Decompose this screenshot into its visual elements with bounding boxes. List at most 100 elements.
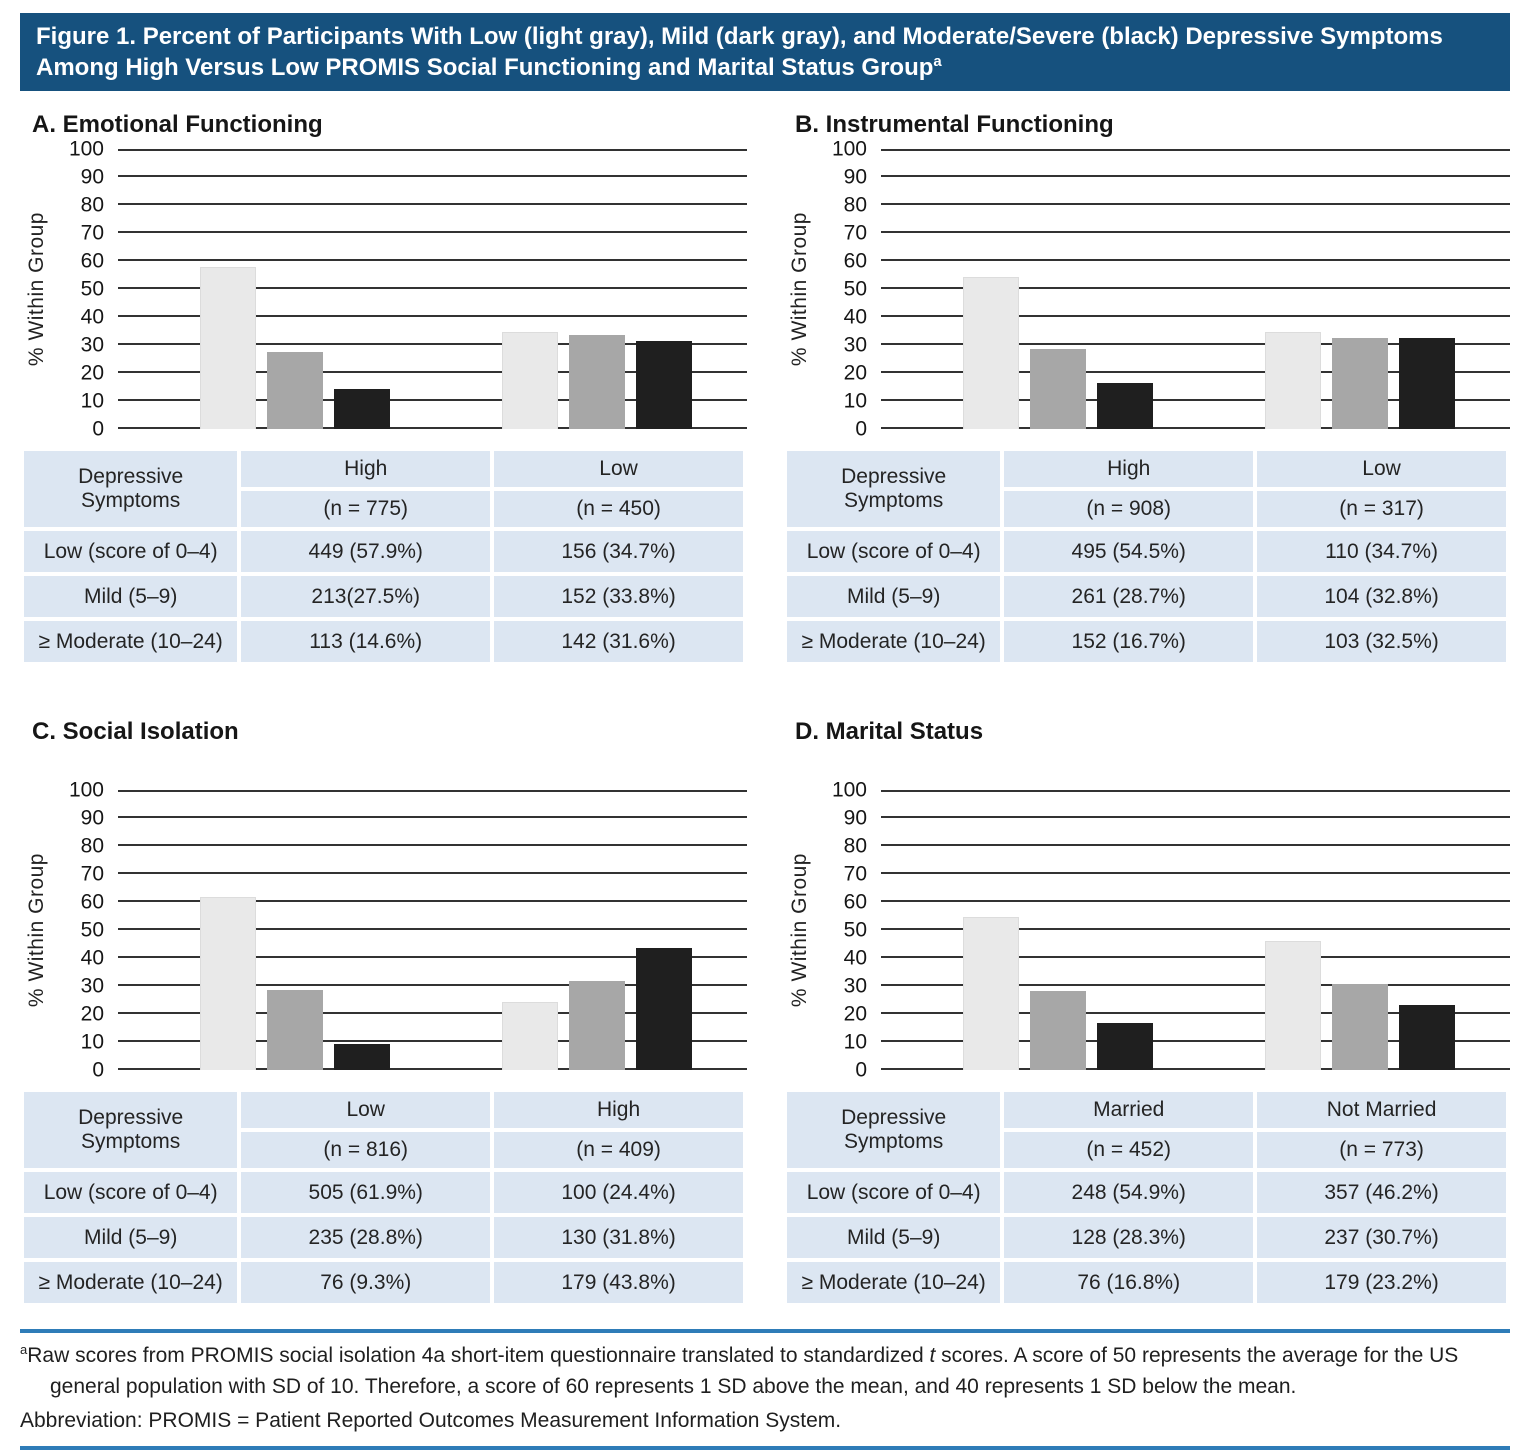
gridline — [881, 928, 1510, 931]
bar-low-symptoms — [1264, 332, 1321, 430]
y-tick-label: 90 — [843, 165, 867, 189]
y-tick-label: 20 — [80, 1002, 104, 1026]
cell-value: 103 (32.5%) — [1257, 621, 1506, 663]
table-row: Low (score of 0–4) 505 (61.9%) 100 (24.4… — [24, 1172, 743, 1214]
panel-b-table: Depressive Symptoms High Low (n = 908) (… — [783, 447, 1510, 666]
y-tick-label: 80 — [843, 193, 867, 217]
bar-low-symptoms — [199, 897, 256, 1071]
bar-low-symptoms — [1264, 941, 1321, 1071]
y-tick-label: 20 — [843, 1002, 867, 1026]
baseline — [881, 427, 1510, 430]
table-row: Mild (5–9) 235 (28.8%) 130 (31.8%) — [24, 1217, 743, 1259]
bar-mild-symptoms — [568, 334, 625, 430]
panel-social-isolation: C. Social Isolation % Within Group 100 9… — [20, 718, 747, 1307]
y-axis-ticks: 100 90 80 70 60 50 40 30 20 10 0 — [54, 780, 104, 1081]
y-tick-label: 70 — [80, 221, 104, 245]
panel-c-chart: % Within Group 100 90 80 70 60 50 40 30 … — [20, 780, 747, 1081]
footnote-text: aRaw scores from PROMIS social isolation… — [20, 1341, 1510, 1402]
row-label: Mild (5–9) — [24, 1217, 238, 1259]
cell-value: 104 (32.8%) — [1257, 576, 1506, 618]
y-axis-label-wrap: % Within Group — [783, 790, 817, 1070]
bar-mild-symptoms — [1331, 984, 1388, 1071]
cell-value: 76 (9.3%) — [241, 1262, 491, 1304]
table-col-n: (n = 908) — [1004, 491, 1254, 528]
y-tick-label: 90 — [80, 806, 104, 830]
gridline — [118, 175, 747, 178]
y-tick-label: 30 — [80, 333, 104, 357]
y-tick-label: 30 — [843, 974, 867, 998]
cell-value: 179 (43.8%) — [494, 1262, 743, 1304]
table-row-header: Depressive Symptoms — [787, 1092, 1001, 1169]
table-row: Low (score of 0–4) 495 (54.5%) 110 (34.7… — [787, 531, 1506, 573]
y-tick-label: 70 — [80, 862, 104, 886]
table-row-header: Depressive Symptoms — [24, 451, 238, 528]
gridline — [118, 928, 747, 931]
y-tick-label: 10 — [80, 1030, 104, 1054]
gridline — [881, 371, 1510, 374]
bar-moderate-symptoms — [635, 340, 692, 430]
gridline — [118, 816, 747, 819]
table-col-n: (n = 775) — [241, 491, 491, 528]
cell-value: 113 (14.6%) — [241, 621, 491, 663]
y-tick-label: 40 — [843, 946, 867, 970]
plot-area — [881, 149, 1510, 430]
figure-page: Figure 1. Percent of Participants With L… — [20, 13, 1510, 1450]
table-col-header: Married — [1004, 1092, 1254, 1129]
gridline — [881, 1040, 1510, 1043]
bar-mild-symptoms — [568, 981, 625, 1071]
table-row-header: Depressive Symptoms — [24, 1092, 238, 1169]
bar-group-not-married — [1264, 790, 1455, 1071]
panel-a-table: Depressive Symptoms High Low (n = 775) (… — [20, 447, 747, 666]
y-tick-label: 0 — [855, 1058, 867, 1082]
title-footnote-marker: a — [933, 54, 942, 71]
bar-mild-symptoms — [1029, 991, 1086, 1071]
gridline — [118, 1040, 747, 1043]
row-label: Low (score of 0–4) — [24, 1172, 238, 1214]
y-axis-label: % Within Group — [25, 853, 48, 1008]
bar-moderate-symptoms — [1398, 1005, 1455, 1071]
row-label: Mild (5–9) — [787, 1217, 1001, 1259]
row-label: Low (score of 0–4) — [787, 1172, 1001, 1214]
y-tick-label: 20 — [80, 361, 104, 385]
y-tick-label: 100 — [831, 778, 867, 802]
bar-low-symptoms — [962, 276, 1019, 430]
y-tick-label: 50 — [80, 277, 104, 301]
gridline — [881, 231, 1510, 234]
baseline — [881, 1068, 1510, 1071]
panel-c-table: Depressive Symptoms Low High (n = 816) (… — [20, 1088, 747, 1307]
figure-title-line2: Among High Versus Low PROMIS Social Func… — [36, 52, 1494, 83]
table-row: Low (score of 0–4) 248 (54.9%) 357 (46.2… — [787, 1172, 1506, 1214]
y-tick-label: 0 — [92, 417, 104, 441]
y-tick-label: 90 — [80, 165, 104, 189]
panel-b-heading: B. Instrumental Functioning — [795, 111, 1114, 139]
table-row: Mild (5–9) 128 (28.3%) 237 (30.7%) — [787, 1217, 1506, 1259]
y-axis-label-wrap: % Within Group — [20, 790, 54, 1070]
gridline — [118, 343, 747, 346]
bar-low-symptoms — [199, 267, 256, 430]
y-tick-label: 0 — [855, 417, 867, 441]
bar-moderate-symptoms — [333, 388, 390, 430]
bar-group-high — [501, 790, 692, 1071]
gridline — [118, 900, 747, 903]
y-tick-label: 10 — [843, 389, 867, 413]
bar-low-symptoms — [962, 916, 1019, 1071]
table-col-header: Low — [1257, 451, 1506, 488]
cell-value: 142 (31.6%) — [494, 621, 743, 663]
y-tick-label: 50 — [843, 918, 867, 942]
cell-value: 110 (34.7%) — [1257, 531, 1506, 573]
gridline — [881, 956, 1510, 959]
panel-d-heading: D. Marital Status — [795, 718, 984, 746]
row-label: ≥ Moderate (10–24) — [24, 621, 238, 663]
y-tick-label: 50 — [80, 918, 104, 942]
y-tick-label: 100 — [68, 137, 104, 161]
bar-group-low — [199, 790, 390, 1071]
y-tick-label: 80 — [80, 193, 104, 217]
cell-value: 235 (28.8%) — [241, 1217, 491, 1259]
panel-a-heading: A. Emotional Functioning — [32, 111, 323, 139]
gridline — [118, 203, 747, 206]
gridline — [881, 872, 1510, 875]
y-axis-label: % Within Group — [25, 212, 48, 367]
panel-d-chart: % Within Group 100 90 80 70 60 50 40 30 … — [783, 780, 1510, 1081]
bar-group-high — [962, 149, 1153, 430]
gridline — [118, 371, 747, 374]
